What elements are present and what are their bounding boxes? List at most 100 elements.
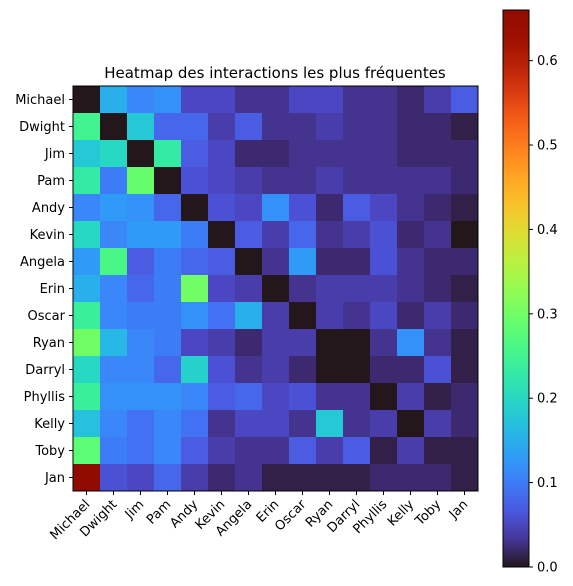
heatmap-cell <box>397 437 425 465</box>
heatmap-cell <box>208 194 236 222</box>
chart-title: Heatmap des interactions les plus fréque… <box>104 64 446 82</box>
y-tick-label: Andy <box>32 201 65 216</box>
heatmap-cell <box>100 329 128 357</box>
heatmap-cell <box>289 410 317 438</box>
heatmap-cell <box>235 329 263 357</box>
heatmap-cell <box>451 194 479 222</box>
heatmap-cell <box>397 86 425 114</box>
heatmap-cell <box>343 140 371 168</box>
heatmap-cell <box>181 275 209 303</box>
heatmap-cell <box>73 221 101 249</box>
heatmap-cell <box>451 86 479 114</box>
heatmap-cell <box>370 86 398 114</box>
heatmap-cell <box>181 248 209 276</box>
heatmap-cell <box>127 167 155 195</box>
y-tick-labels: Michael Dwight Jim Pam Andy Kevin Angela Erin Os… <box>15 93 73 486</box>
heatmap-cell <box>289 140 317 168</box>
heatmap-cell <box>181 113 209 141</box>
heatmap-cell <box>208 410 236 438</box>
heatmap-cell <box>100 275 128 303</box>
heatmap-cell <box>100 221 128 249</box>
heatmap-cell <box>73 113 101 141</box>
heatmap-cell <box>100 464 128 492</box>
y-tick-label: Dwight <box>19 120 65 135</box>
heatmap-cell <box>370 248 398 276</box>
heatmap-cell <box>397 383 425 411</box>
heatmap-cell <box>208 248 236 276</box>
heatmap-cell <box>154 221 182 249</box>
y-tick-label: Phyllis <box>24 390 66 405</box>
heatmap-cell <box>370 356 398 384</box>
heatmap-cell <box>316 275 344 303</box>
heatmap-cell <box>397 113 425 141</box>
heatmap-cell <box>397 167 425 195</box>
x-tick-label: Toby <box>412 497 444 529</box>
heatmap-cell <box>154 464 182 492</box>
heatmap-cell <box>235 248 263 276</box>
heatmap-cell <box>262 167 290 195</box>
heatmap-cell <box>127 464 155 492</box>
heatmap-cell <box>424 302 452 330</box>
heatmap-cell <box>343 410 371 438</box>
heatmap-cell <box>127 410 155 438</box>
heatmap-cell <box>181 437 209 465</box>
heatmap-cell <box>370 113 398 141</box>
heatmap-cell <box>316 383 344 411</box>
heatmap-cell <box>343 356 371 384</box>
colorbar-tick-label: 0.0 <box>537 561 558 576</box>
heatmap-cell <box>73 275 101 303</box>
heatmap-cell <box>424 383 452 411</box>
y-tick-label: Kelly <box>34 417 65 432</box>
y-tick-label: Jan <box>44 471 65 486</box>
heatmap-cell <box>451 113 479 141</box>
heatmap-cell <box>424 248 452 276</box>
heatmap-cell <box>100 194 128 222</box>
heatmap-cell <box>100 248 128 276</box>
heatmap-cell <box>154 356 182 384</box>
y-tick-label: Pam <box>37 174 65 189</box>
heatmap-cell <box>208 383 236 411</box>
heatmap-cell <box>343 167 371 195</box>
x-tick-label: Jim <box>122 497 148 523</box>
heatmap-cell <box>343 194 371 222</box>
heatmap-cell <box>370 383 398 411</box>
y-tick-label: Ryan <box>33 336 65 351</box>
heatmap-cell <box>370 167 398 195</box>
heatmap-cell <box>181 410 209 438</box>
colorbar-tick-label: 0.4 <box>537 223 558 238</box>
heatmap-cell <box>289 302 317 330</box>
heatmap-cell <box>424 437 452 465</box>
heatmap-cell <box>154 194 182 222</box>
heatmap-cell <box>316 86 344 114</box>
colorbar-tick-label: 0.6 <box>537 54 558 69</box>
heatmap-cell <box>73 140 101 168</box>
heatmap-cell <box>73 383 101 411</box>
heatmap-cell <box>343 113 371 141</box>
heatmap-cell <box>370 410 398 438</box>
heatmap-cell <box>397 140 425 168</box>
heatmap-cell <box>370 221 398 249</box>
heatmap-cell <box>73 437 101 465</box>
heatmap-cell <box>235 410 263 438</box>
heatmap-cell <box>100 356 128 384</box>
y-tick-label: Kevin <box>30 228 65 243</box>
colorbar: 0.0 0.1 0.2 0.3 0.4 0.5 0.6 <box>502 9 558 576</box>
heatmap-cell <box>208 113 236 141</box>
heatmap-cell <box>451 383 479 411</box>
heatmap-cell <box>343 464 371 492</box>
heatmap-cell <box>289 437 317 465</box>
heatmap-cell <box>181 329 209 357</box>
heatmap-cell <box>424 329 452 357</box>
colorbar-tick-label: 0.2 <box>537 392 558 407</box>
heatmap-cell <box>451 167 479 195</box>
y-tick-label: Angela <box>20 255 65 270</box>
heatmap-cell <box>154 302 182 330</box>
heatmap-cell <box>262 437 290 465</box>
heatmap-cell <box>100 437 128 465</box>
heatmap-cell <box>262 221 290 249</box>
heatmap-cell <box>127 383 155 411</box>
heatmap-cell <box>154 275 182 303</box>
heatmap-cell <box>127 437 155 465</box>
heatmap-cell <box>316 248 344 276</box>
